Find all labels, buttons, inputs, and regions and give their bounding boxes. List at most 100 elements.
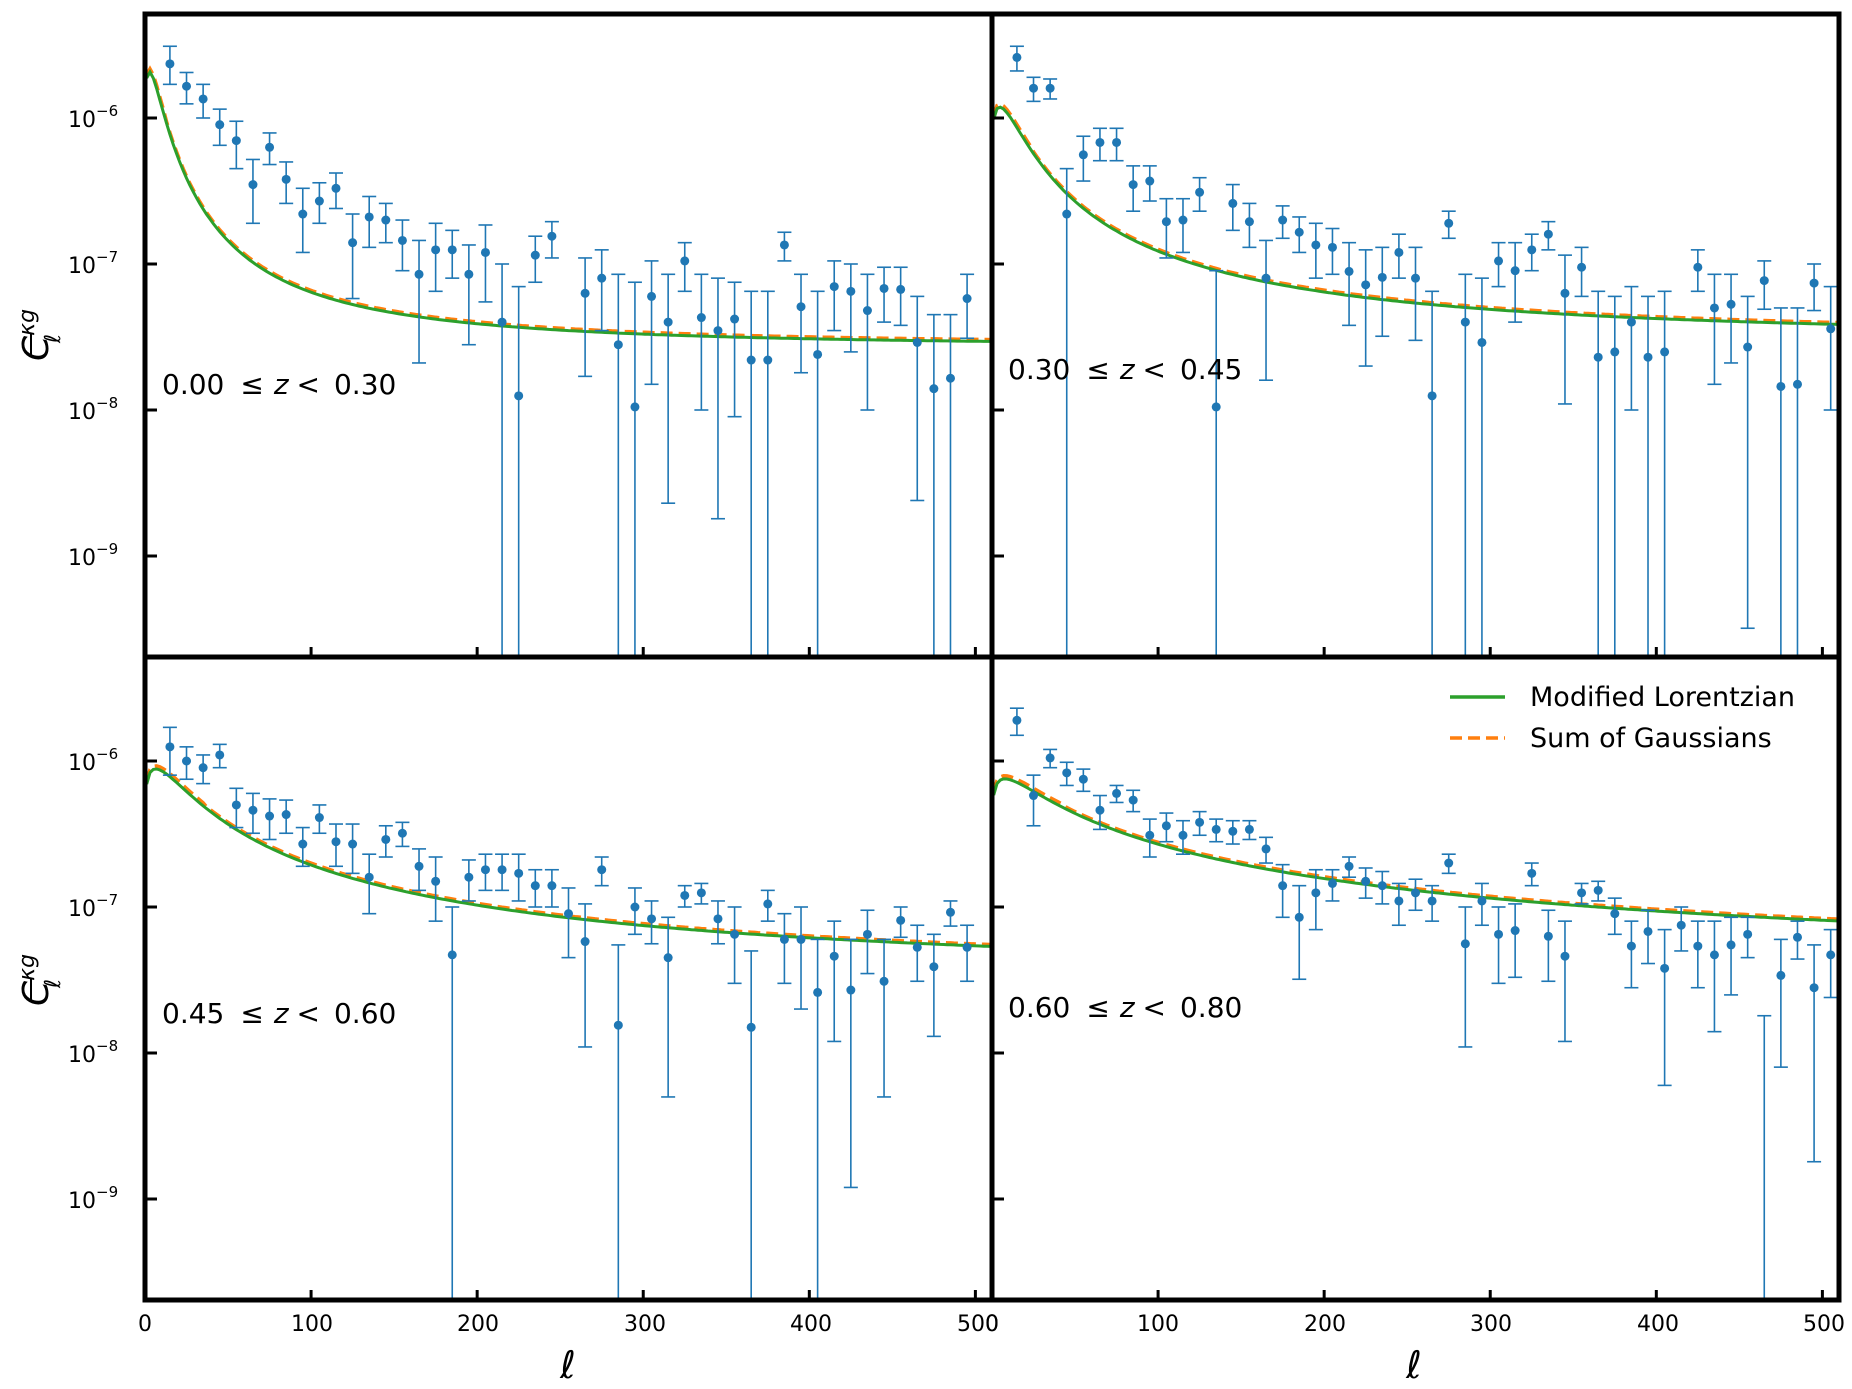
data-point [713,326,723,336]
data-point [1294,912,1304,922]
error-bar [511,285,526,657]
data-point [1709,950,1719,960]
xtick-label: 0 [138,1312,152,1337]
data-point [1444,858,1454,868]
xtick-label: 100 [1137,1312,1179,1337]
data-point [248,180,258,190]
data-point [680,256,690,266]
data-point [730,929,740,939]
data-point [779,934,789,944]
data-point [1195,187,1205,197]
data-point [945,373,955,383]
xtick-label: 500 [1803,1312,1845,1337]
data-point [1361,280,1371,290]
data-point [1361,876,1371,886]
data-point [1261,273,1271,283]
error-bar [1557,254,1572,405]
error-bar [295,187,310,254]
data-point [281,174,291,184]
data-point [1394,896,1404,906]
error-bar [910,295,925,502]
data-point [1743,929,1753,939]
error-bar [777,912,792,985]
data-point [1643,352,1653,362]
error-bar [1275,863,1290,919]
data-point [1161,217,1171,227]
data-point [1510,266,1520,276]
axis-ticks [143,116,1824,1300]
data-point [580,937,590,947]
data-point [1178,830,1188,840]
data-point [364,212,374,222]
panel-top-left-label: 0.00 ≤ z <0.30 [162,368,396,401]
error-bar [1375,246,1390,338]
error-bar [1757,1014,1772,1300]
data-point [182,81,192,91]
data-point [1809,278,1819,288]
xtick-label: 300 [624,1312,666,1337]
data-point [1377,881,1387,891]
panel-label-high: 0.45 [1180,353,1242,386]
data-point [962,294,972,304]
xtick-label: 400 [790,1312,832,1337]
panel-label-high: 0.60 [334,997,396,1030]
error-bar [611,273,626,657]
ytick-label: 10−9 [68,540,118,571]
data-point [1062,209,1072,219]
error-bar [445,906,460,1300]
panel-label-low: 0.00 [162,368,224,401]
error-bar [1508,241,1523,323]
error-bar [362,195,377,249]
data-point [1394,247,1404,257]
data-point [580,288,590,298]
panel-bottom-right-label: 0.60 ≤ z <0.80 [1008,991,1242,1024]
data-point [1776,970,1786,980]
panel-label-high: 0.30 [334,368,396,401]
xtick-label: 400 [1637,1312,1679,1337]
error-bar [1823,928,1838,999]
data-point [1726,940,1736,950]
data-point [1792,932,1802,942]
data-point [530,250,540,260]
y-axis-label: Cκgℓ [15,954,66,1006]
data-point [846,286,856,296]
data-point [480,865,490,875]
error-bar [1458,273,1473,657]
data-point [497,317,507,327]
error-bar [1707,920,1722,1033]
data-point [779,240,789,250]
data-point [1593,352,1603,362]
ytick-label: 10−7 [68,891,118,922]
error-bar [910,924,925,983]
data-point [746,355,756,365]
error-bar [1724,916,1739,996]
data-point [514,868,524,878]
error-bar [1557,920,1572,1043]
data-point [397,235,407,245]
data-point [862,306,872,316]
data-point [1095,805,1105,815]
panel-label-high: 0.80 [1180,991,1242,1024]
data-point [1327,242,1337,252]
error-bar [578,257,593,378]
error-bar [1059,167,1074,657]
data-point [663,317,673,327]
data-point [1543,931,1553,941]
data-point [564,909,573,919]
data-point [1178,215,1188,225]
panel-top-left: 0.00 ≤ z <0.30 [145,45,991,657]
data-point [1012,715,1022,725]
data-point [879,283,889,293]
data-point [231,136,241,146]
data-point [1078,150,1088,160]
error-bar [926,933,941,1038]
error-bar [810,290,825,657]
data-point [1427,391,1437,401]
data-point [231,800,241,810]
error-bar [1541,909,1556,983]
data-point [813,987,823,997]
data-point [1543,229,1553,239]
error-bar [1624,285,1639,411]
data-point [1693,262,1703,272]
